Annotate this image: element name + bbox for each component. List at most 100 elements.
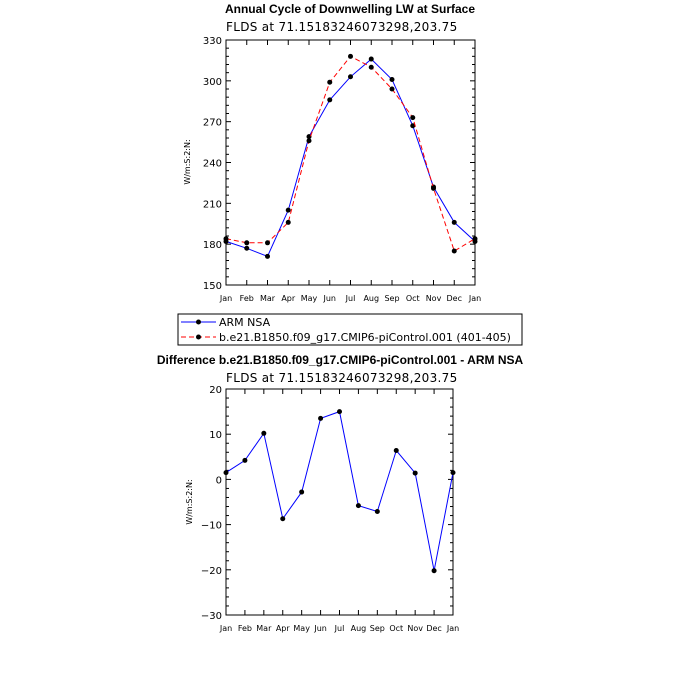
chart1-title: Annual Cycle of Downwelling LW at Surfac… — [225, 2, 475, 16]
y-tick-label: −30 — [201, 611, 222, 622]
legend-marker-arm — [196, 319, 201, 325]
x-tick-label: Dec — [426, 624, 441, 633]
legend-marker-model — [196, 334, 201, 340]
x-tick-label: Feb — [240, 294, 254, 303]
data-point — [472, 236, 478, 242]
data-point — [306, 138, 312, 144]
y-tick-label: 270 — [203, 118, 222, 129]
data-point — [355, 503, 361, 509]
data-point — [265, 240, 270, 246]
x-tick-label: Dec — [447, 294, 462, 303]
legend-box — [177, 313, 523, 346]
data-point — [223, 470, 229, 476]
chart1-x-tick-labels: Jan Feb Mar Apr May Jun Jul Aug Sep Oct Nov Dec Jan — [219, 294, 481, 303]
data-point — [368, 64, 374, 70]
chart1-ylabel: W/m:S:2:N: — [183, 139, 192, 184]
data-point — [451, 219, 457, 225]
y-tick-label: 300 — [203, 77, 222, 88]
chart2-series — [223, 409, 456, 574]
data-point — [450, 470, 456, 476]
x-tick-label: Mar — [260, 294, 276, 303]
x-tick-label: Jun — [323, 294, 337, 303]
x-tick-label: Jan — [446, 624, 459, 633]
x-tick-label: Aug — [363, 294, 379, 303]
data-point — [431, 568, 437, 574]
legend: ARM NSA b.e21.B1850.f09_g17.CMIP6-piCont… — [177, 313, 523, 346]
series-line-0 — [225, 410, 454, 571]
x-tick-label: Jun — [313, 624, 327, 633]
y-tick-label: 240 — [203, 159, 222, 170]
series-line-1 — [225, 55, 476, 252]
x-tick-label: Jan — [219, 294, 232, 303]
chart-difference: Difference b.e21.B1850.f09_g17.CMIP6-piC… — [157, 353, 524, 633]
data-point — [285, 219, 291, 225]
x-tick-label: Jul — [334, 624, 345, 633]
data-point — [244, 240, 250, 246]
data-point — [348, 74, 353, 80]
x-tick-label: Jan — [468, 294, 481, 303]
data-point — [389, 86, 395, 92]
data-point — [410, 115, 416, 121]
chart2-plot-frame — [225, 388, 454, 616]
chart2-title: Difference b.e21.B1850.f09_g17.CMIP6-piC… — [157, 353, 524, 367]
data-point — [318, 415, 324, 421]
data-point — [368, 56, 374, 62]
chart-annual-cycle: Annual Cycle of Downwelling LW at Surfac… — [183, 2, 481, 303]
x-tick-label: May — [293, 624, 310, 633]
x-tick-label: Jul — [345, 294, 356, 303]
chart1-y-tick-labels: 150 180 210 240 270 300 330 — [203, 36, 222, 292]
data-point — [306, 134, 312, 140]
x-tick-label: Apr — [276, 624, 291, 633]
data-point — [348, 53, 353, 59]
data-point — [244, 245, 250, 251]
data-point — [280, 516, 286, 522]
x-tick-label: Aug — [351, 624, 367, 633]
data-point — [412, 470, 418, 476]
data-point — [261, 430, 267, 436]
y-tick-label: 10 — [209, 430, 222, 441]
y-tick-label: 330 — [203, 36, 222, 47]
data-point — [393, 447, 399, 453]
x-tick-label: Nov — [426, 294, 442, 303]
y-tick-label: 210 — [203, 199, 222, 210]
y-tick-label: 180 — [203, 240, 222, 251]
x-tick-label: Sep — [384, 294, 399, 303]
x-tick-label: Oct — [406, 294, 420, 303]
chart1-ticks — [225, 39, 476, 286]
data-point — [431, 185, 436, 191]
y-tick-label: 20 — [209, 385, 222, 396]
legend-label-arm: ARM NSA — [219, 316, 271, 329]
x-tick-label: Mar — [256, 624, 272, 633]
x-tick-label: May — [301, 294, 318, 303]
data-point — [374, 508, 380, 514]
chart1-series — [223, 53, 478, 259]
x-tick-label: Jan — [219, 624, 232, 633]
x-tick-label: Apr — [281, 294, 296, 303]
data-point — [451, 248, 457, 254]
data-point — [410, 123, 416, 129]
chart2-subtitle: FLDS at 71.15183246073298,203.75 — [226, 371, 458, 385]
data-point — [285, 207, 291, 213]
chart2-y-tick-labels: −30 −20 −10 0 10 20 — [201, 385, 222, 622]
data-point — [327, 79, 333, 85]
series-line-0 — [225, 58, 476, 258]
data-point — [265, 253, 270, 259]
data-point — [337, 409, 342, 415]
legend-label-model: b.e21.B1850.f09_g17.CMIP6-piControl.001 … — [219, 331, 511, 344]
chart2-ylabel: W/m:S:2:N: — [185, 479, 194, 524]
y-tick-label: 150 — [203, 281, 222, 292]
x-tick-label: Nov — [407, 624, 423, 633]
chart1-subtitle: FLDS at 71.15183246073298,203.75 — [226, 20, 458, 34]
data-point — [389, 76, 395, 82]
chart2-ticks — [225, 388, 454, 616]
x-tick-label: Oct — [389, 624, 403, 633]
data-point — [327, 97, 333, 103]
data-point — [242, 457, 248, 463]
data-point — [299, 489, 305, 495]
y-tick-label: −10 — [201, 521, 222, 532]
y-tick-label: −20 — [201, 566, 222, 577]
chart2-x-tick-labels: Jan Feb Mar Apr May Jun Jul Aug Sep Oct Nov Dec Jan — [219, 624, 459, 633]
x-tick-label: Feb — [238, 624, 252, 633]
data-point — [223, 236, 229, 242]
y-tick-label: 0 — [216, 475, 222, 486]
